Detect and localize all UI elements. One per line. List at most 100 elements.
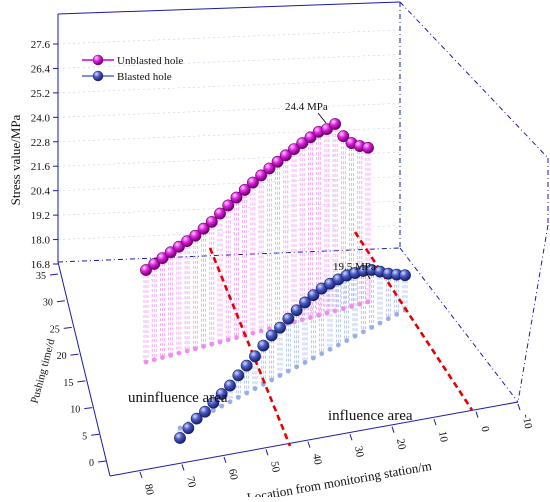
blasted-point [224, 379, 236, 392]
location-tick [265, 449, 269, 456]
stress-tick-label: 25.2 [31, 88, 50, 100]
unblasted-base-marker [349, 304, 354, 309]
blasted-point [240, 359, 253, 372]
unblasted-point [156, 252, 169, 265]
blasted-base-marker [294, 364, 300, 370]
stress-tick-label: 18.0 [31, 235, 51, 247]
unblasted-point [164, 246, 177, 259]
location-tick [391, 426, 395, 433]
legend: Unblasted hole Blasted hole [82, 54, 183, 83]
blasted-point [174, 432, 186, 444]
blasted-point [215, 388, 228, 400]
peak-annotation-blasted: 19.5 MPa [333, 261, 376, 280]
region-label-influence: influence area [328, 408, 413, 424]
time-tick [56, 300, 65, 303]
blasted-base-marker [310, 355, 316, 361]
location-tick-label: 50 [268, 460, 282, 473]
unblasted-base-marker [340, 306, 346, 312]
stress-gridline [57, 29, 401, 45]
time-tick [97, 460, 107, 463]
location-tick-label: 70 [184, 475, 198, 488]
unblasted-base-marker [316, 312, 322, 318]
unblasted-point [214, 207, 226, 220]
unblasted-base-marker [176, 350, 182, 356]
location-tick [433, 418, 437, 426]
blasted-base-marker [344, 338, 350, 343]
unblasted-point [197, 222, 210, 235]
unblasted-base-marker [151, 357, 157, 363]
unblasted-point [140, 264, 152, 276]
peak-label-unblasted: 24.4 MPa [285, 101, 328, 113]
unblasted-base-marker [184, 348, 190, 354]
blasted-point [265, 329, 278, 342]
peak-annotation-unblasted: 24.4 MPa [285, 101, 328, 124]
blasted-base-marker [219, 403, 225, 409]
unblasted-base-marker [324, 310, 330, 316]
time-tick-label: 15 [63, 378, 73, 389]
influence-boundaries [208, 231, 474, 447]
unblasted-base-marker [357, 301, 363, 307]
unblasted-base-marker [160, 355, 165, 360]
unblasted-point [189, 229, 202, 242]
stress-axis-label: Stress value/MPa [8, 114, 23, 205]
region-label-uninfluence: uninfluence area [128, 390, 228, 406]
location-tick [517, 403, 521, 411]
time-tick-label: 30 [43, 298, 53, 309]
blasted-point [290, 304, 303, 317]
blasted-base-marker [177, 425, 183, 431]
stress-tick-label: 27.6 [31, 39, 51, 51]
unblasted-point [329, 118, 342, 130]
legend-label-unblasted: Unblasted hole [117, 55, 183, 67]
location-tick-label: 10 [436, 430, 450, 443]
stress-gridline [57, 127, 401, 142]
unblasted-base-marker [201, 344, 206, 349]
stress-tick-label: 19.2 [31, 210, 50, 222]
stress-tick-label: 20.4 [31, 186, 51, 198]
location-tick-label: 0 [479, 425, 492, 433]
legend-item-blasted: Blasted hole [82, 70, 172, 83]
blasted-base-marker [360, 329, 366, 335]
legend-label-blasted: Blasted hole [117, 71, 172, 83]
unblasted-base-marker [234, 335, 239, 340]
time-tick [91, 433, 100, 436]
time-tick-label: 20 [57, 351, 67, 362]
blasted-base-marker [269, 377, 275, 383]
blasted-point [190, 412, 203, 425]
boundary-line-right [353, 231, 474, 411]
blasted-point [207, 396, 220, 409]
blasted-point [182, 422, 195, 435]
blasted-base-marker [285, 368, 291, 374]
stress-gridline [57, 54, 401, 69]
stress-gridline [57, 225, 401, 240]
unblasted-point [255, 169, 268, 182]
unblasted-point [263, 162, 276, 175]
blasted-point [232, 369, 245, 382]
legend-marker-blasted [92, 70, 104, 82]
blasted-base-marker [235, 395, 241, 400]
blasted-base-marker [244, 390, 250, 396]
unblasted-point [279, 149, 292, 162]
location-tick-label: 60 [226, 468, 240, 481]
location-tick [307, 441, 311, 448]
location-tick [223, 456, 227, 464]
location-tick-label: -10 [520, 413, 534, 430]
time-tick [63, 326, 72, 329]
blasted-point [249, 350, 261, 363]
location-tick-label: 30 [352, 445, 366, 458]
time-tick-label: 5 [82, 431, 87, 442]
stress-tick-label: 24.0 [31, 112, 51, 124]
time-tick [49, 273, 59, 276]
unblasted-base-marker [168, 352, 174, 358]
blasted-point [274, 321, 286, 334]
unblasted-base-marker [192, 346, 198, 352]
time-tick-label: 25 [50, 324, 60, 335]
location-tick [181, 464, 185, 471]
stress-gridline [57, 78, 401, 94]
blasted-point [282, 312, 295, 325]
location-tick [349, 434, 353, 441]
blasted-base-marker [210, 408, 216, 413]
location-axis: 80 70 60 50 40 30 20 10 0 -10 [139, 403, 534, 496]
blasted-point [299, 296, 311, 309]
time-tick-label: 0 [89, 458, 94, 469]
